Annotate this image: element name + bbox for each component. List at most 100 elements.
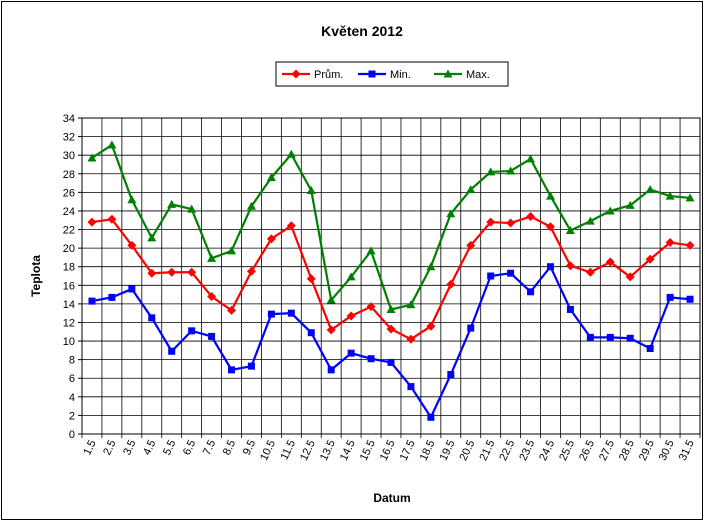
y-tick-label: 18 — [63, 262, 75, 274]
x-tick-label: 1.5 — [81, 438, 98, 457]
marker — [167, 199, 177, 208]
marker — [87, 217, 97, 227]
marker — [625, 200, 635, 209]
marker — [127, 195, 137, 204]
y-tick-label: 4 — [69, 392, 75, 404]
marker — [87, 153, 97, 162]
x-tick-label: 2.5 — [101, 438, 118, 457]
marker — [187, 204, 197, 213]
y-tick-label: 10 — [63, 336, 75, 348]
plot-area — [81, 117, 701, 435]
marker — [207, 253, 217, 262]
marker — [327, 366, 335, 374]
marker — [107, 214, 117, 224]
marker — [446, 209, 456, 218]
marker — [326, 295, 336, 304]
marker — [685, 193, 695, 202]
marker — [367, 355, 375, 363]
y-tick-label: 32 — [63, 132, 75, 144]
marker — [366, 302, 376, 312]
marker — [685, 240, 695, 250]
marker — [287, 309, 295, 317]
marker — [406, 300, 416, 309]
y-tick-label: 12 — [63, 317, 75, 329]
marker — [466, 185, 476, 194]
y-tick-label: 0 — [69, 429, 75, 441]
marker — [286, 221, 296, 231]
marker — [147, 268, 157, 278]
marker — [646, 344, 654, 352]
marker — [665, 191, 675, 200]
marker — [586, 333, 594, 341]
marker — [207, 291, 217, 301]
marker — [507, 269, 515, 277]
marker — [585, 216, 595, 225]
marker — [566, 305, 574, 313]
legend-label: Prům. — [314, 69, 343, 81]
marker — [645, 185, 655, 194]
marker — [606, 333, 614, 341]
marker — [665, 238, 675, 248]
marker — [386, 324, 396, 334]
marker — [506, 218, 516, 228]
marker — [246, 201, 256, 210]
x-axis-label: Datum — [373, 491, 410, 505]
marker — [266, 234, 276, 244]
marker — [346, 311, 356, 321]
legend — [275, 61, 509, 87]
marker — [546, 263, 554, 271]
legend-label: Max. — [466, 69, 490, 81]
marker — [526, 212, 536, 222]
marker — [386, 304, 396, 313]
y-tick-label: 6 — [69, 373, 75, 385]
marker — [306, 274, 316, 284]
marker — [443, 69, 453, 78]
marker — [227, 305, 237, 315]
marker — [307, 329, 315, 337]
marker — [426, 262, 436, 271]
legend-label: Min. — [390, 69, 411, 81]
marker — [506, 166, 516, 175]
marker — [427, 413, 435, 421]
y-tick-label: 30 — [63, 150, 75, 162]
marker — [246, 266, 256, 276]
y-tick-label: 24 — [63, 206, 75, 218]
marker — [108, 293, 116, 301]
marker — [527, 288, 535, 296]
marker — [227, 246, 237, 255]
marker — [267, 310, 275, 318]
marker — [406, 334, 416, 344]
marker — [466, 240, 476, 250]
y-tick-label: 14 — [63, 299, 75, 311]
marker — [368, 70, 376, 78]
marker — [446, 279, 456, 289]
marker — [645, 254, 655, 264]
marker — [127, 240, 137, 250]
marker — [605, 257, 615, 267]
marker — [426, 321, 436, 331]
marker — [625, 272, 635, 282]
x-tick-label: 9.5 — [241, 438, 258, 457]
marker — [168, 347, 176, 355]
marker — [686, 295, 694, 303]
marker — [447, 371, 455, 379]
marker — [148, 314, 156, 322]
chart-title: Květen 2012 — [321, 23, 403, 39]
marker — [487, 272, 495, 280]
marker — [605, 206, 615, 215]
y-axis-label: Teplota — [29, 255, 43, 297]
marker — [88, 297, 96, 305]
marker — [228, 366, 236, 374]
marker — [167, 267, 177, 277]
marker — [107, 140, 117, 149]
marker — [347, 349, 355, 357]
marker — [387, 358, 395, 366]
marker — [326, 325, 336, 335]
marker — [306, 185, 316, 194]
y-tick-label: 8 — [69, 355, 75, 367]
y-tick-label: 2 — [69, 410, 75, 422]
y-tick-label: 28 — [63, 169, 75, 181]
x-tick-label: 4.5 — [141, 438, 158, 457]
marker — [128, 285, 136, 293]
